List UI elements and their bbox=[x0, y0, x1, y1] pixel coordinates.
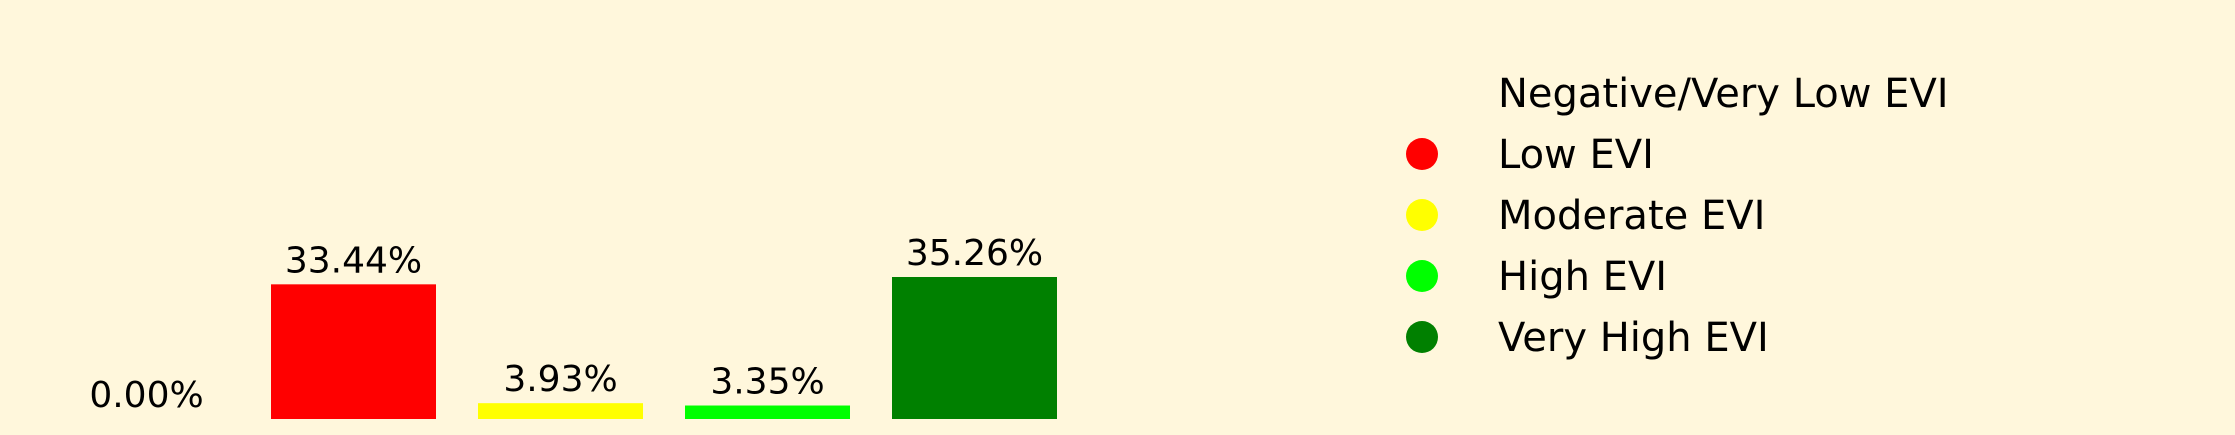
bar-value-label-very-high-evi: 35.26% bbox=[906, 233, 1043, 274]
bar-value-label-low-evi: 33.44% bbox=[285, 240, 422, 281]
bars-group: 0.00% 33.44% 3.93% 3.35% 35.26% bbox=[89, 233, 1057, 419]
legend-label-high-evi: High EVI bbox=[1498, 254, 1667, 300]
legend-label-very-high-evi: Very High EVI bbox=[1498, 315, 1769, 361]
legend-marker-high-evi bbox=[1406, 260, 1438, 292]
legend-label-negative-very-low-evi: Negative/Very Low EVI bbox=[1498, 71, 1949, 117]
legend: Negative/Very Low EVI Low EVI Moderate EVI… bbox=[1406, 71, 1949, 361]
bar-value-label-moderate-evi: 3.93% bbox=[503, 359, 617, 400]
legend-label-moderate-evi: Moderate EVI bbox=[1498, 193, 1765, 239]
bar-moderate-evi bbox=[478, 403, 643, 419]
bar-value-label-negative-very-low-evi: 0.00% bbox=[89, 375, 203, 416]
bar-high-evi bbox=[685, 405, 850, 419]
bar-low-evi bbox=[271, 284, 436, 419]
legend-marker-low-evi bbox=[1406, 138, 1438, 170]
legend-marker-negative-very-low-evi bbox=[1406, 77, 1438, 109]
bar-value-label-high-evi: 3.35% bbox=[710, 362, 824, 403]
bar-very-high-evi bbox=[892, 277, 1057, 419]
legend-label-low-evi: Low EVI bbox=[1498, 132, 1654, 178]
legend-marker-very-high-evi bbox=[1406, 321, 1438, 353]
legend-marker-moderate-evi bbox=[1406, 199, 1438, 231]
